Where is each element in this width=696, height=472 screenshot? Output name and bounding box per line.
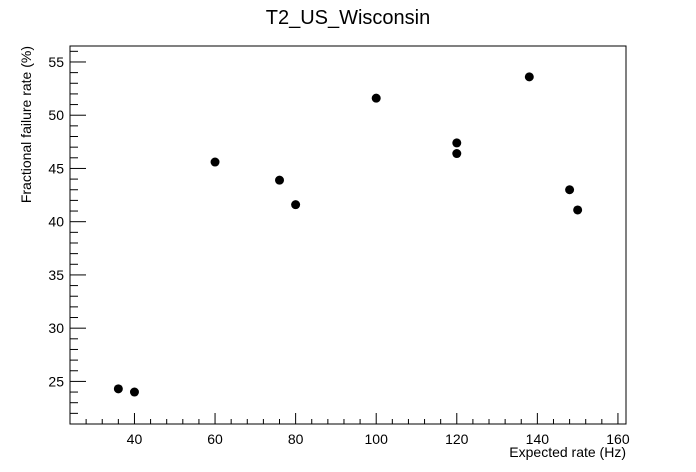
data-point xyxy=(524,72,534,82)
x-axis-label: Expected rate (Hz) xyxy=(509,444,626,460)
chart-title: T2_US_Wisconsin xyxy=(266,7,431,29)
x-tick-label: 80 xyxy=(288,431,304,447)
x-tick-label: 140 xyxy=(526,431,550,447)
data-point xyxy=(291,200,301,210)
y-tick-label: 55 xyxy=(48,54,64,70)
x-tick-label: 160 xyxy=(606,431,630,447)
y-axis-ticks: 25 30 35 40 45 50 55 xyxy=(48,50,86,425)
data-point xyxy=(371,93,381,103)
x-tick-label: 100 xyxy=(365,431,389,447)
x-axis-ticks: 40 60 80 100 120 140 160 xyxy=(69,413,630,447)
y-tick-label: 35 xyxy=(48,267,64,283)
x-tick-label: 120 xyxy=(445,431,469,447)
data-point xyxy=(129,387,139,397)
data-point xyxy=(452,138,462,148)
x-tick-label: 40 xyxy=(127,431,143,447)
data-point xyxy=(275,175,285,185)
y-tick-label: 45 xyxy=(48,160,64,176)
y-tick-label: 30 xyxy=(48,320,64,336)
data-point xyxy=(113,384,123,394)
plot-frame xyxy=(69,45,627,425)
data-points xyxy=(113,72,583,397)
data-point xyxy=(452,149,462,159)
y-tick-label: 40 xyxy=(48,214,64,230)
y-tick-label: 25 xyxy=(48,373,64,389)
y-axis-label: Fractional failure rate (%) xyxy=(18,46,34,203)
data-point xyxy=(565,185,575,195)
data-point xyxy=(573,205,583,215)
y-tick-label: 50 xyxy=(48,107,64,123)
x-tick-label: 60 xyxy=(207,431,223,447)
data-point xyxy=(210,157,220,167)
